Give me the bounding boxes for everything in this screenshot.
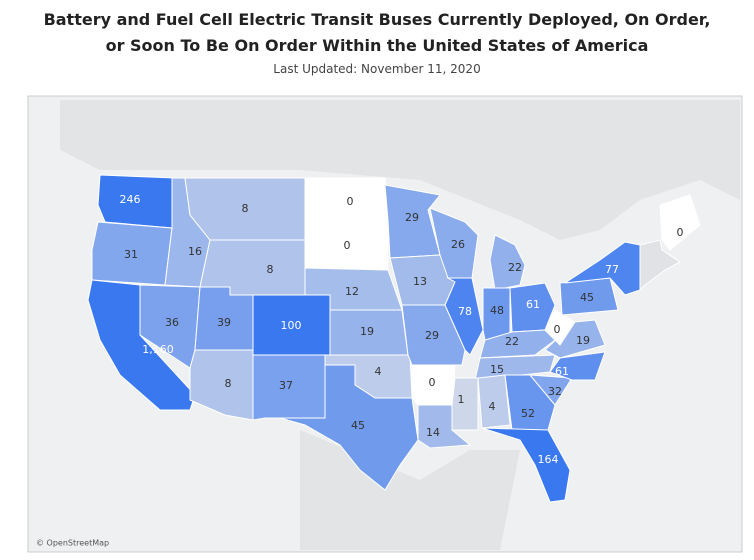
region — [279, 364, 419, 491]
region — [528, 374, 573, 406]
region-value-label: 29 — [425, 329, 439, 342]
new-england — [639, 239, 681, 292]
region-value-label: 36 — [165, 316, 179, 329]
region — [564, 241, 641, 296]
region-value-label: 61 — [526, 298, 540, 311]
region-value-label: 1 — [458, 393, 465, 406]
region-value-label: 77 — [605, 263, 619, 276]
canada-land — [60, 100, 740, 240]
region — [544, 309, 576, 346]
region-value-label: 22 — [505, 335, 519, 348]
region — [451, 377, 479, 431]
region-value-label: 13 — [413, 275, 427, 288]
region-value-label: 26 — [451, 238, 465, 251]
region-value-label: 39 — [217, 316, 231, 329]
title-line: Battery and Fuel Cell Electric Transit B… — [43, 10, 711, 29]
region-value-label: 0 — [429, 376, 436, 389]
region-value-label: 12 — [345, 285, 359, 298]
region-value-label: 8 — [225, 377, 232, 390]
region-value-label: 32 — [548, 385, 562, 398]
region-value-label: 8 — [242, 202, 249, 215]
region-value-label: 246 — [120, 193, 141, 206]
region — [444, 277, 484, 356]
region-value-label: 15 — [490, 363, 504, 376]
subtitle: Last Updated: November 11, 2020 — [273, 62, 481, 76]
region-value-label: 45 — [351, 419, 365, 432]
region-value-label: 29 — [405, 211, 419, 224]
region — [659, 194, 701, 251]
region-value-label: 16 — [188, 245, 202, 258]
region — [477, 374, 511, 429]
region-value-label: 31 — [124, 248, 138, 261]
region-value-label: 78 — [458, 305, 472, 318]
region-value-label: 0 — [347, 195, 354, 208]
region — [189, 349, 254, 421]
region-value-label: 4 — [489, 400, 496, 413]
title-line: or Soon To Be On Order Within the United… — [105, 36, 649, 55]
region-value-label: 52 — [521, 407, 535, 420]
region-value-label: 164 — [538, 453, 559, 466]
attribution: © OpenStreetMap — [36, 539, 109, 548]
region — [481, 427, 571, 503]
region — [91, 221, 173, 286]
region — [509, 282, 556, 333]
region-value-label: 14 — [426, 426, 440, 439]
region-value-label: 4 — [375, 365, 382, 378]
region-value-label: 19 — [576, 334, 590, 347]
region-value-label: 0 — [344, 239, 351, 252]
region-value-label: 37 — [279, 379, 293, 392]
region-value-label: 100 — [281, 319, 302, 332]
region — [489, 234, 526, 291]
region-value-label: 45 — [580, 291, 594, 304]
region-value-label: 22 — [508, 261, 522, 274]
region-value-label: 8 — [267, 263, 274, 276]
region-value-label: 1,160 — [142, 343, 174, 356]
region-value-label: 48 — [490, 304, 504, 317]
region-value-label: 61 — [555, 365, 569, 378]
region-value-label: 19 — [360, 325, 374, 338]
region-value-label: 0 — [677, 226, 684, 239]
region — [504, 374, 556, 431]
region-value-label: 0 — [554, 323, 561, 336]
region — [549, 351, 606, 381]
